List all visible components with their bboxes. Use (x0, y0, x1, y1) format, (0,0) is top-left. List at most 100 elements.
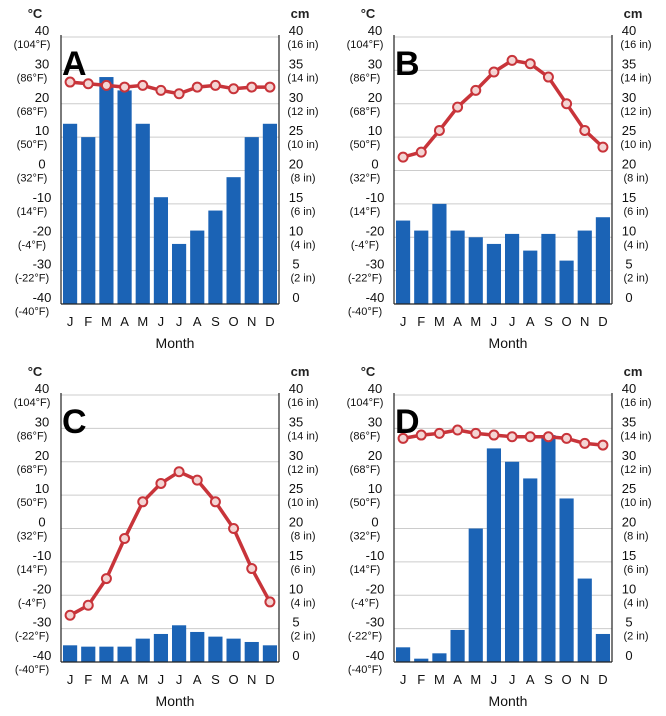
month-tick-label: J (400, 314, 407, 329)
month-tick-label: D (598, 314, 607, 329)
month-tick-label: A (453, 672, 462, 687)
temp-tick-label: 20 (35, 90, 49, 105)
precip-bar (244, 137, 259, 304)
climate-chart-b: 40 (104°F) 30 (86°F) 20 (68°F) 10 (50°F) 0 (32°F)… (333, 0, 666, 358)
temperature-point (155, 477, 167, 489)
temperature-point (100, 79, 112, 91)
panel-letter: A (62, 45, 87, 83)
temp-tick-label: 40 (35, 381, 49, 396)
temperature-point (246, 81, 258, 93)
month-tick-label: J (158, 314, 165, 329)
precip-bar (559, 260, 574, 304)
precip-tick-label-in: (16 in) (620, 39, 651, 51)
month-tick-label: M (101, 314, 112, 329)
temperature-point (82, 78, 94, 90)
temp-tick-label: 30 (35, 56, 49, 71)
precip-bar (486, 243, 502, 304)
month-tick-label: J (67, 314, 74, 329)
month-tick-label: D (598, 672, 607, 687)
precip-tick-label: 20 (289, 515, 303, 530)
temperature-point (64, 76, 76, 88)
precip-tick-label: 15 (622, 190, 636, 205)
month-tick-label: O (229, 314, 239, 329)
chart-svg-c: 40(104°F)30(86°F)20(68°F)10(50°F)0(32°F)… (14, 364, 319, 709)
temp-tick-label: -20 (33, 223, 52, 238)
precip-tick-label: 35 (622, 414, 636, 429)
panel-letter: D (395, 403, 420, 441)
precip-tick-label: 5 (292, 257, 299, 272)
temp-tick-label-f: (14°F) (17, 206, 48, 218)
right-unit-label: cm (291, 364, 310, 379)
precip-bar (171, 625, 187, 662)
temp-tick-label: -20 (366, 223, 385, 238)
temperature-point (524, 58, 536, 70)
month-tick-label: F (417, 672, 425, 687)
precip-tick-label-in: (12 in) (287, 464, 318, 476)
precip-tick-label-in: (14 in) (287, 72, 318, 84)
temperature-point (542, 71, 554, 83)
temp-tick-label: -30 (33, 257, 52, 272)
precip-tick-label: 25 (622, 481, 636, 496)
precip-tick-label-in: (16 in) (620, 397, 651, 409)
temp-tick-label: 10 (368, 481, 382, 496)
precip-tick-label-in: (10 in) (287, 497, 318, 509)
temperature-point (415, 429, 427, 441)
temp-tick-label: 40 (368, 23, 382, 38)
precip-tick-label-in: (2 in) (623, 631, 648, 643)
x-axis-title: Month (156, 693, 195, 709)
precip-bar (432, 203, 447, 304)
precip-tick-label: 10 (289, 223, 303, 238)
temp-tick-label-f: (32°F) (17, 531, 48, 543)
precip-bar (244, 641, 259, 662)
precip-bar (99, 646, 114, 662)
temperature-point (506, 431, 518, 443)
temp-tick-label-f: (68°F) (17, 106, 48, 118)
climate-chart-a: 40 (104°F) 30 (86°F) 20 (68°F) 10 (50°F) 0 (32°F)… (0, 0, 333, 358)
month-tick-label: S (544, 314, 553, 329)
temp-tick-label: -40 (33, 648, 52, 663)
month-tick-label: M (470, 314, 481, 329)
month-tick-label: A (453, 314, 462, 329)
temperature-point (452, 424, 464, 436)
precip-bar (117, 646, 132, 662)
temperature-point (452, 101, 464, 113)
left-unit-label: °C (28, 6, 43, 21)
month-tick-label: N (580, 314, 589, 329)
precip-tick-label-in: (2 in) (290, 631, 315, 643)
climate-chart-c: 40 (104°F) 30 (86°F) 20 (68°F) 10 (50°F) 0 (32°F)… (0, 358, 333, 716)
month-tick-label: N (247, 314, 256, 329)
month-tick-label: A (193, 672, 202, 687)
temp-tick-label-f: (86°F) (17, 430, 48, 442)
temp-tick-label-f: (32°F) (350, 173, 381, 185)
temperature-point (264, 81, 276, 93)
temperature-point (506, 54, 518, 66)
precip-tick-label: 40 (622, 381, 636, 396)
month-tick-label: J (400, 672, 407, 687)
month-tick-label: J (158, 672, 165, 687)
temperature-point (155, 84, 167, 96)
precip-tick-label-in: (8 in) (623, 173, 648, 185)
precip-bar (62, 123, 78, 305)
left-unit-label: °C (28, 364, 43, 379)
precip-tick-label: 0 (292, 648, 299, 663)
precip-bar (190, 230, 205, 304)
month-tick-label: M (137, 672, 148, 687)
temp-tick-label-f: (68°F) (17, 464, 48, 476)
temp-tick-label: 0 (38, 157, 45, 172)
temp-tick-label: 0 (371, 157, 378, 172)
precip-tick-label: 40 (622, 23, 636, 38)
temperature-point (579, 124, 591, 136)
month-tick-label: M (434, 672, 445, 687)
month-tick-label: J (67, 672, 74, 687)
temp-tick-label-f: (-22°F) (348, 273, 382, 285)
precip-bar (468, 237, 483, 304)
month-tick-label: F (417, 314, 425, 329)
month-tick-label: A (526, 314, 535, 329)
temperature-point (191, 474, 203, 486)
temp-tick-label-f: (32°F) (17, 173, 48, 185)
month-tick-label: J (509, 672, 516, 687)
precip-tick-label: 30 (622, 90, 636, 105)
temp-tick-label: -10 (366, 548, 385, 563)
precip-tick-label: 25 (289, 481, 303, 496)
